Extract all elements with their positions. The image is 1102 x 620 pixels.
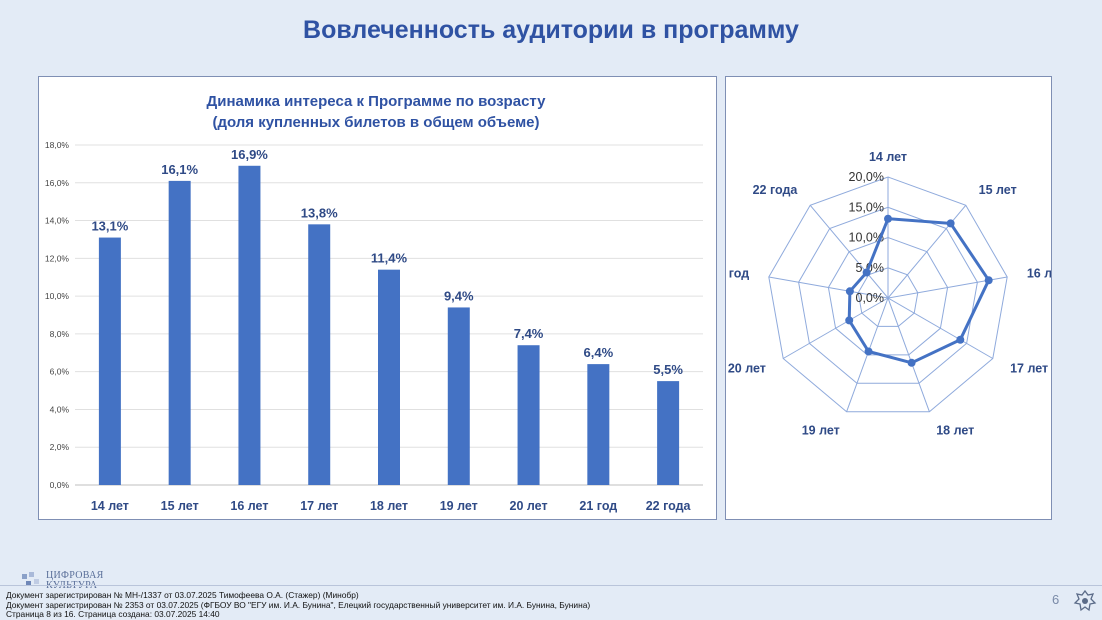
radar-spoke [887,297,994,359]
bar [98,237,121,485]
radar-category-label: 20 лет [728,362,766,376]
radar-point [845,316,854,325]
radar-point [907,358,916,367]
footer-divider [0,585,1102,586]
radar-series-line [847,217,991,365]
y-tick-label: 6,0% [50,367,70,377]
radar-spoke [782,297,889,359]
bar [657,381,680,485]
radar-point [884,214,892,223]
radar-point [984,276,993,285]
logo-icon [22,572,39,586]
bar [587,364,610,485]
radar-category-label: 19 лет [802,423,840,437]
bar [447,307,470,485]
bar [238,165,261,485]
y-tick-label: 16,0% [45,178,70,188]
radar-point [946,219,955,228]
y-tick-label: 4,0% [50,404,70,414]
radar-category-label: 15 лет [979,183,1017,197]
radar-tick-label: 0,0% [856,291,885,305]
radar-category-label: 22 года [753,183,799,197]
radar-point [845,287,854,296]
y-tick-label: 0,0% [50,480,70,490]
bar [168,180,191,485]
data-label: 11,4% [371,251,408,266]
bar [308,224,331,486]
data-label: 13,8% [301,205,338,220]
data-label: 9,4% [444,288,474,303]
radar-spoke [768,276,889,299]
radar-tick-label: 15,0% [849,200,884,214]
registration-line: Страница 8 из 16. Страница создана: 03.0… [6,609,220,620]
radar-gridline [857,267,919,327]
y-tick-label: 2,0% [50,442,70,452]
x-tick-label: 15 лет [161,499,199,513]
chart-title: Динамика интереса к Программе по возраст… [207,93,547,110]
bar [517,345,540,485]
data-label: 7,4% [514,326,544,341]
radar-category-label: 14 лет [869,150,907,164]
x-tick-label: 14 лет [91,499,129,513]
radar-tick-label: 20,0% [849,170,884,184]
bar-chart-panel: Динамика интереса к Программе по возраст… [38,76,717,520]
data-label: 16,1% [161,162,198,177]
registration-line: Документ зарегистрирован № МН-/1337 от 0… [6,590,359,600]
radar-category-label: 17 лет [1010,362,1048,376]
bar [378,269,400,485]
radar-gridline [768,176,1008,413]
x-tick-label: 18 лет [370,499,408,513]
radar-gridline [827,236,949,356]
x-tick-label: 21 год [579,499,617,513]
y-tick-label: 8,0% [50,329,70,339]
y-tick-label: 14,0% [45,216,70,226]
radar-point [956,335,965,344]
x-tick-label: 16 лет [230,499,268,513]
radar-gridline [798,206,978,384]
data-label: 13,1% [91,219,128,234]
radar-point [862,268,871,277]
x-tick-label: 19 лет [440,499,478,513]
emblem-icon [1073,589,1097,612]
data-label: 5,5% [653,362,683,377]
radar-category-label: 16 лет [1027,267,1051,281]
bar-chart: Динамика интереса к Программе по возраст… [45,93,703,513]
y-tick-label: 18,0% [45,140,70,150]
data-label: 6,4% [584,345,614,360]
registration-stamp: Документ зарегистрирован № МН-/1337 от 0… [6,590,591,620]
radar-spoke [887,297,930,412]
data-label: 16,9% [231,147,268,162]
logo-text: ЦИФРОВАЯ КУЛЬТУРА [46,570,104,591]
x-tick-label: 22 года [646,499,692,513]
page-title: Вовлеченность аудитории в программу [303,16,799,44]
page-number: 6 [1052,592,1060,607]
y-tick-label: 10,0% [45,291,70,301]
radar-category-label: 18 лет [936,423,974,437]
x-tick-label: 20 лет [510,499,548,513]
radar-category-label: 21 год [726,267,749,281]
logo: ЦИФРОВАЯ КУЛЬТУРА [20,570,110,592]
radar-tick-label: 10,0% [849,231,884,245]
chart-subtitle: (доля купленных билетов в общем объеме) [212,114,539,131]
radar-point [864,347,873,356]
registration-line: Документ зарегистрирован № 2353 от 03.07… [6,599,591,610]
x-tick-label: 17 лет [300,499,338,513]
y-tick-label: 12,0% [45,253,70,263]
radar-spoke [809,204,889,299]
